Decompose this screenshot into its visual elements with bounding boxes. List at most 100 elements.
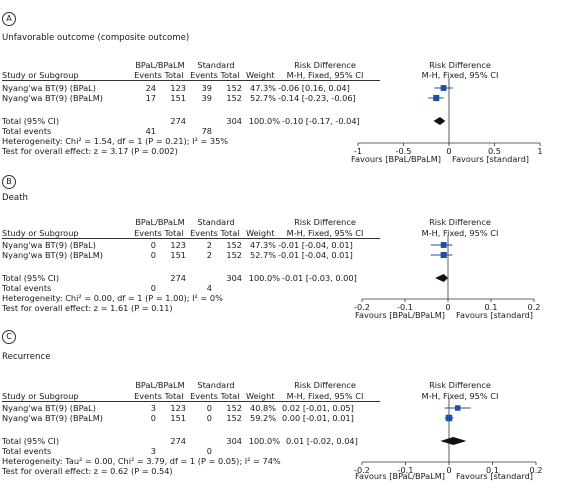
x-tick-label: -0.2 xyxy=(354,302,370,312)
weight-value: 40.8% xyxy=(249,403,276,413)
events1-value: 17 xyxy=(145,93,156,103)
study-square xyxy=(433,94,440,102)
total2-sum: 304 xyxy=(226,273,242,283)
x-tick-label: 0.1 xyxy=(484,302,497,312)
rd-value: -0.06 [0.16, 0.04] xyxy=(278,83,350,93)
forest-panel-a: A Unfavorable outcome (composite outcome… xyxy=(0,0,570,164)
total2-value: 152 xyxy=(226,240,242,250)
events2-value: 2 xyxy=(206,250,212,260)
panel-title-b: Death xyxy=(2,193,28,203)
rd-title-header: Risk Difference xyxy=(294,60,356,70)
favours-left-label: Favours [BPaL/BPaLM] xyxy=(355,310,445,320)
header-rule xyxy=(2,80,380,81)
total1-value: 151 xyxy=(170,93,186,103)
group2-header: Standard xyxy=(197,217,235,227)
total2-value: 152 xyxy=(226,403,242,413)
total-events-label: Total events xyxy=(2,283,52,293)
total2-value: 152 xyxy=(226,250,242,260)
panel-letter-b: B xyxy=(2,175,16,189)
heterogeneity-text: Heterogeneity: Chi² = 0.00, df = 1 (P = … xyxy=(2,293,223,303)
study-square xyxy=(440,242,447,248)
events2-value: 0 xyxy=(206,413,212,423)
x-tick-label: -0.5 xyxy=(396,146,412,156)
total1-value: 123 xyxy=(170,403,186,413)
total-events1: 3 xyxy=(150,446,156,456)
study-name: Nyang'wa BT(9) (BPaL) xyxy=(2,403,96,413)
total2-value: 152 xyxy=(226,413,242,423)
rd-plot-method-header: M-H, Fixed, 95% CI xyxy=(421,70,499,80)
total-ci-label: Total (95% CI) xyxy=(2,273,60,283)
rd-plot-method-header: M-H, Fixed, 95% CI xyxy=(421,228,499,238)
total1-value: 151 xyxy=(170,250,186,260)
total2-value: 152 xyxy=(226,93,242,103)
study-square xyxy=(454,405,461,411)
rd-plot-method-header: M-H, Fixed, 95% CI xyxy=(421,391,499,401)
x-tick-label: 0 xyxy=(446,465,451,475)
favours-right-label: Favours [standard] xyxy=(456,471,533,481)
total1-value: 123 xyxy=(170,83,186,93)
group2-header: Standard xyxy=(197,380,235,390)
total2-header: Total xyxy=(220,228,240,238)
x-tick-label: 0.5 xyxy=(488,146,501,156)
total-events2: 0 xyxy=(206,446,212,456)
panel-letter-c: C xyxy=(2,330,16,344)
forest-panel-b: B Death BPaL/BPaLM Standard Risk Differe… xyxy=(0,163,570,323)
total2-header: Total xyxy=(220,70,240,80)
total1-header: Total xyxy=(164,228,184,238)
heterogeneity-text: Heterogeneity: Chi² = 1.54, df = 1 (P = … xyxy=(2,136,229,146)
total-weight: 100.0% xyxy=(248,436,280,446)
total2-sum: 304 xyxy=(226,436,242,446)
total1-sum: 274 xyxy=(170,436,186,446)
favours-left-label: Favours [BPaL/BPaLM] xyxy=(351,154,441,164)
events2-header: Events xyxy=(190,70,218,80)
events1-value: 0 xyxy=(150,240,156,250)
total1-header: Total xyxy=(164,391,184,401)
pooled-diamond xyxy=(433,117,446,125)
total2-value: 152 xyxy=(226,83,242,93)
study-name: Nyang'wa BT(9) (BPaL) xyxy=(2,240,96,250)
weight-value: 47.3% xyxy=(249,83,276,93)
rd-method-header: M-H, Fixed, 95% CI xyxy=(286,228,364,238)
x-tick-label: 0 xyxy=(446,146,451,156)
favours-right-label: Favours [standard] xyxy=(456,310,533,320)
panel-title-c: Recurrence xyxy=(2,352,51,362)
overall-effect-text: Test for overall effect: z = 3.17 (P = 0… xyxy=(2,146,178,156)
rd-value: -0.01 [-0.04, 0.01] xyxy=(278,240,353,250)
events1-value: 0 xyxy=(150,413,156,423)
weight-header: Weight xyxy=(246,228,275,238)
study-name: Nyang'wa BT(9) (BPaLM) xyxy=(2,250,103,260)
group1-header: BPaL/BPaLM xyxy=(135,217,185,227)
study-column-header: Study or Subgroup xyxy=(2,391,79,401)
total1-sum: 274 xyxy=(170,116,186,126)
x-tick-label: 0 xyxy=(445,302,450,312)
events2-value: 2 xyxy=(206,240,212,250)
rd-plot-title-header: Risk Difference xyxy=(429,380,491,390)
x-tick-label: 0.1 xyxy=(486,465,499,475)
rd-title-header: Risk Difference xyxy=(294,380,356,390)
rd-plot-title-header: Risk Difference xyxy=(429,217,491,227)
study-square xyxy=(440,251,447,259)
rd-plot-title-header: Risk Difference xyxy=(429,60,491,70)
rd-value: 0.00 [-0.01, 0.01] xyxy=(282,413,354,423)
events2-value: 39 xyxy=(201,93,212,103)
x-tick-label: -0.2 xyxy=(354,465,370,475)
favours-right-label: Favours [standard] xyxy=(452,154,529,164)
events2-header: Events xyxy=(190,228,218,238)
x-tick-label: -0.1 xyxy=(398,465,414,475)
group1-header: BPaL/BPaLM xyxy=(135,60,185,70)
x-tick-label: 0.2 xyxy=(529,465,542,475)
total-ci-label: Total (95% CI) xyxy=(2,116,60,126)
x-tick-label: -0.1 xyxy=(397,302,413,312)
events2-value: 39 xyxy=(201,83,212,93)
x-tick-label: 1 xyxy=(537,146,542,156)
events2-value: 0 xyxy=(206,403,212,413)
study-name: Nyang'wa BT(9) (BPaLM) xyxy=(2,93,103,103)
rd-value: 0.02 [-0.01, 0.05] xyxy=(282,403,354,413)
study-square xyxy=(440,85,447,91)
total-events1: 41 xyxy=(145,126,156,136)
events2-header: Events xyxy=(190,391,218,401)
study-name: Nyang'wa BT(9) (BPaLM) xyxy=(2,413,103,423)
events1-value: 0 xyxy=(150,250,156,260)
rd-title-header: Risk Difference xyxy=(294,217,356,227)
weight-value: 52.7% xyxy=(249,93,276,103)
